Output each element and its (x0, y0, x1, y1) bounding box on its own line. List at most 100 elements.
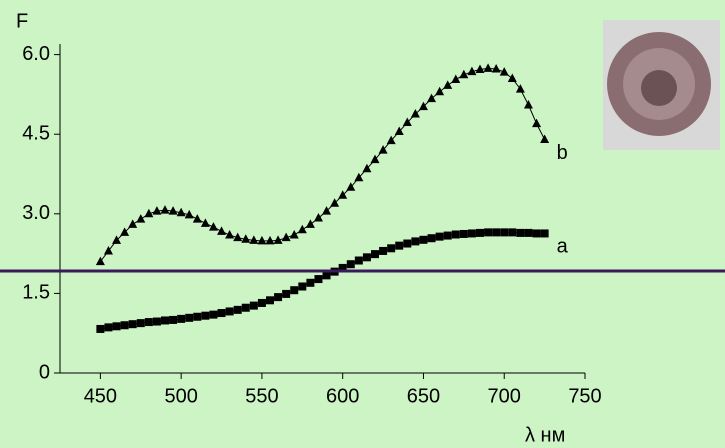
marker (200, 218, 210, 227)
marker (95, 256, 105, 266)
marker (184, 209, 194, 219)
marker (161, 316, 169, 325)
marker (354, 256, 363, 265)
marker (176, 207, 186, 217)
marker (168, 206, 178, 215)
marker (152, 206, 162, 215)
marker (306, 278, 315, 287)
series-label: a (557, 236, 569, 258)
marker (112, 235, 122, 244)
marker (451, 74, 461, 84)
marker (233, 232, 243, 242)
marker (201, 311, 210, 320)
marker (249, 301, 258, 310)
marker (152, 317, 161, 326)
marker (508, 228, 517, 237)
marker (515, 84, 525, 93)
marker (338, 190, 348, 199)
marker (483, 63, 493, 72)
marker (451, 230, 460, 239)
marker (144, 318, 153, 327)
marker (491, 63, 501, 73)
marker (411, 237, 420, 246)
x-tick-label: 750 (568, 385, 601, 407)
marker (192, 214, 202, 223)
marker (346, 182, 356, 191)
marker (305, 219, 315, 228)
marker (435, 86, 445, 96)
marker (249, 235, 259, 244)
marker (499, 67, 509, 76)
photo-center (641, 70, 677, 106)
marker (370, 154, 380, 164)
marker (136, 214, 146, 223)
marker (523, 100, 533, 109)
marker (103, 245, 113, 255)
marker (524, 228, 533, 237)
marker (120, 227, 130, 236)
marker (516, 228, 525, 237)
marker (266, 296, 274, 305)
y-tick-label: 6.0 (22, 43, 50, 65)
marker (217, 309, 226, 318)
marker (297, 224, 307, 234)
marker (362, 163, 372, 173)
marker (290, 286, 299, 295)
x-tick-label: 500 (164, 385, 197, 407)
marker (193, 312, 202, 321)
marker (104, 323, 113, 332)
marker (128, 219, 138, 228)
marker (314, 275, 323, 284)
marker (500, 228, 509, 237)
marker (313, 213, 323, 222)
marker (322, 206, 332, 215)
marker (419, 235, 428, 244)
marker (371, 250, 379, 259)
x-axis-label: λ нм (525, 424, 565, 446)
marker (378, 145, 388, 154)
marker (177, 314, 186, 323)
marker (241, 303, 250, 312)
marker (185, 313, 194, 322)
marker (354, 172, 364, 182)
marker (217, 226, 227, 235)
marker (443, 80, 453, 89)
marker (144, 208, 154, 218)
marker (330, 198, 340, 207)
x-tick-label: 450 (84, 385, 117, 407)
marker (169, 315, 178, 324)
marker (467, 66, 477, 76)
marker (346, 260, 355, 269)
marker (484, 228, 493, 237)
marker (395, 241, 404, 250)
marker (209, 310, 218, 319)
marker (289, 230, 299, 239)
marker (459, 229, 468, 238)
marker (128, 320, 137, 329)
marker (459, 69, 469, 79)
marker (120, 321, 129, 330)
marker (298, 282, 307, 291)
y-tick-label: 3.0 (22, 202, 50, 224)
marker (265, 235, 275, 245)
marker (225, 230, 235, 239)
marker (467, 229, 476, 238)
x-tick-label: 650 (407, 385, 440, 407)
series-label: b (557, 142, 568, 164)
marker (274, 293, 283, 302)
marker (362, 253, 371, 262)
marker (273, 235, 283, 244)
y-tick-label: 0 (39, 361, 50, 383)
marker (540, 134, 550, 144)
marker (241, 234, 251, 243)
marker (338, 263, 347, 272)
marker (403, 239, 412, 248)
marker (492, 228, 501, 237)
marker (402, 117, 412, 127)
marker (282, 289, 291, 298)
marker (540, 229, 549, 238)
marker (476, 228, 484, 237)
marker (427, 93, 437, 103)
